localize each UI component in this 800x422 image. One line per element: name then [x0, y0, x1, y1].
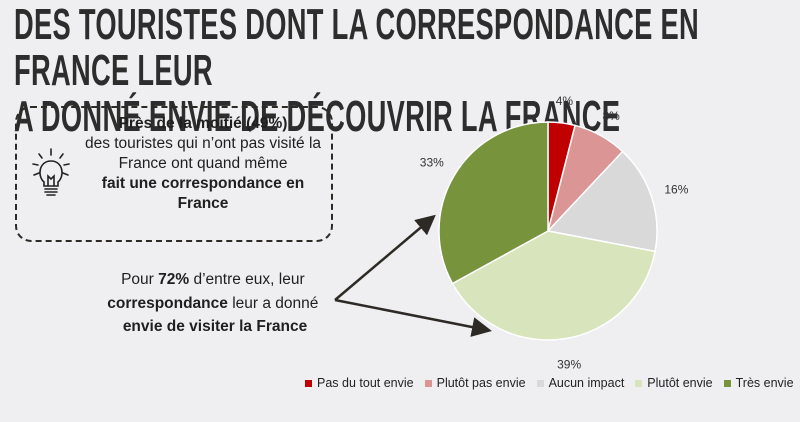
- callout-box: Près de la moitié (49%) des touristes qu…: [15, 106, 333, 242]
- legend-swatch: [305, 379, 312, 387]
- arrow-to-tres-envie: [334, 214, 436, 301]
- legend-label: Pas du tout envie: [317, 376, 414, 390]
- legend-label: Plutôt envie: [647, 376, 713, 390]
- chart-legend: Pas du tout envie Plutôt pas envie Aucun i…: [305, 376, 794, 390]
- title-line-1: DES TOURISTES DONT LA CORRESPONDANCE EN …: [14, 0, 700, 95]
- note-bold: correspondance: [107, 294, 228, 312]
- legend-item: Plutôt pas envie: [424, 376, 526, 390]
- note-bold: 72%: [158, 271, 190, 288]
- legend-swatch: [723, 379, 731, 387]
- legend-label: Très envie: [735, 376, 794, 390]
- callout-text: Près de la moitié (49%) des touristes qu…: [79, 114, 327, 214]
- legend-swatch: [536, 379, 544, 387]
- legend-item: Aucun impact: [536, 376, 625, 390]
- callout-text-1: des touristes qui n’ont pas visité la Fr…: [84, 135, 322, 172]
- legend-item: Très envie: [723, 376, 794, 390]
- pie-slice-3: [546, 150, 658, 253]
- note-line-2: correspondance leur a donné: [85, 292, 345, 316]
- legend-item: Plutôt envie: [635, 376, 713, 390]
- legend-swatch: [635, 379, 643, 387]
- note-text: Pour 72% d’entre eux, leur correspondanc…: [85, 268, 345, 339]
- note-part: leur a donné: [227, 294, 323, 312]
- data-label: 16%: [664, 182, 688, 196]
- legend-label: Aucun impact: [548, 376, 625, 390]
- callout-bold-1: Près de la moitié (49%): [118, 115, 288, 132]
- note-bold: envie de visiter la France: [122, 318, 308, 335]
- note-part: d’entre eux, leur: [189, 271, 309, 288]
- data-label: 4%: [556, 94, 574, 108]
- data-label: 39%: [557, 357, 581, 371]
- arrow-to-plutot-envie: [334, 298, 492, 337]
- legend-label: Plutôt pas envie: [436, 376, 526, 390]
- pie-slice-4: [451, 230, 656, 341]
- data-label: 33%: [420, 155, 444, 169]
- note-line-3: envie de visiter la France: [85, 315, 345, 339]
- data-label: 8%: [602, 109, 620, 123]
- lightbulb-icon: [32, 148, 70, 196]
- note-line-1: Pour 72% d’entre eux, leur: [85, 268, 345, 292]
- note-part: Pour: [121, 271, 159, 288]
- legend-swatch: [424, 379, 432, 387]
- pie-slice-5: [438, 121, 549, 285]
- callout-bold-2: fait une correspondance en France: [101, 175, 305, 212]
- legend-item: Pas du tout envie: [305, 376, 414, 390]
